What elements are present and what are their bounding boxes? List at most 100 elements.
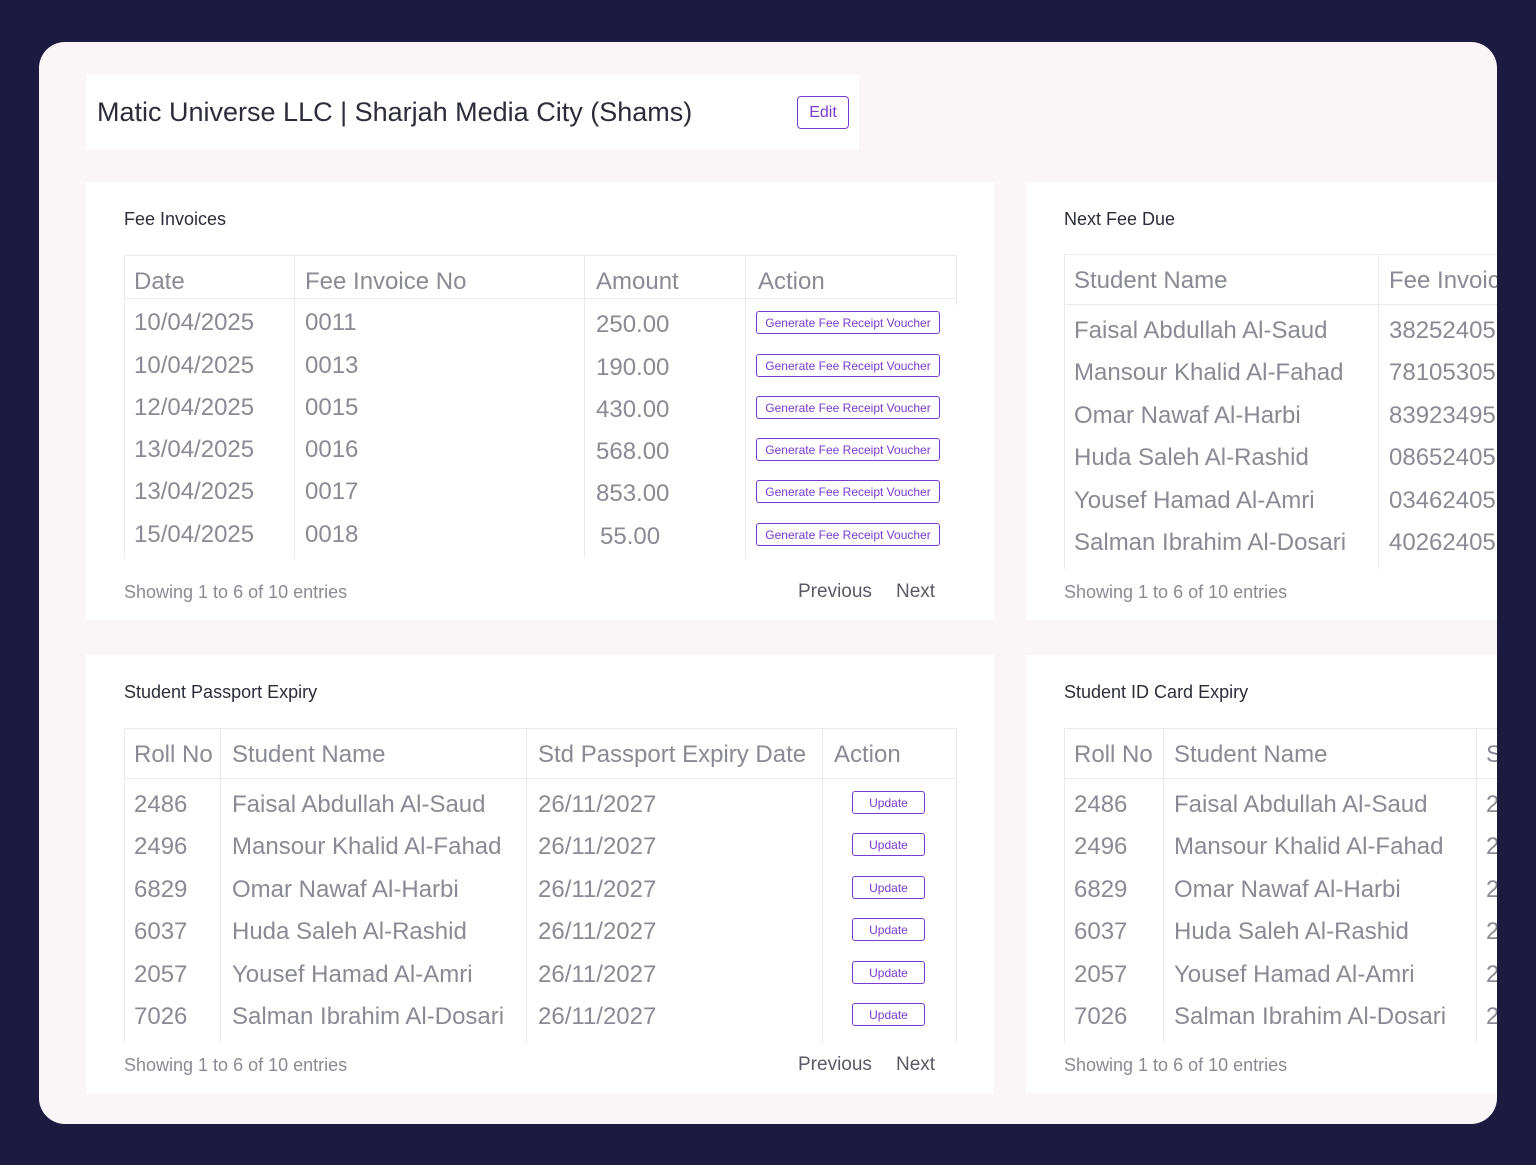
cell-expiry-date: 2 xyxy=(1486,961,1497,988)
update-button[interactable]: Update xyxy=(852,918,925,941)
cell-student-name: Faisal Abdullah Al-Saud xyxy=(232,791,486,818)
column-divider xyxy=(745,255,746,558)
generate-fee-receipt-voucher-button[interactable]: Generate Fee Receipt Voucher xyxy=(756,311,940,334)
cell-roll-no: 6829 xyxy=(134,876,188,903)
column-divider xyxy=(526,728,527,1043)
cell-student-name: Omar Nawaf Al-Harbi xyxy=(1174,876,1401,903)
fee-invoices-title: Fee Invoices xyxy=(124,209,227,229)
cell-roll-no: 2496 xyxy=(1074,833,1128,860)
column-divider xyxy=(294,255,295,558)
col-header-fee-invoice[interactable]: Fee Invoic xyxy=(1389,267,1497,294)
passport-expiry-footer: Showing 1 to 6 of 10 entries xyxy=(124,1055,348,1075)
cell-roll-no: 6037 xyxy=(134,918,188,945)
edit-button[interactable]: Edit xyxy=(797,96,849,129)
company-header: Matic Universe LLC | Sharjah Media City … xyxy=(86,75,859,150)
header-bottom-border xyxy=(1064,304,1497,305)
cell-student-name: Faisal Abdullah Al-Saud xyxy=(1174,791,1428,818)
table-left-border xyxy=(1064,728,1065,1043)
col-header-date[interactable]: Date xyxy=(134,268,185,295)
cell-roll-no: 2486 xyxy=(134,791,188,818)
cell-date: 12/04/2025 xyxy=(134,394,255,421)
company-title: Matic Universe LLC | Sharjah Media City … xyxy=(97,97,693,127)
cell-expiry-date: 2 xyxy=(1486,791,1497,818)
header-bottom-border xyxy=(124,778,956,779)
cell-amount: 55.00 xyxy=(600,523,661,550)
generate-fee-receipt-voucher-button[interactable]: Generate Fee Receipt Voucher xyxy=(756,523,940,546)
column-divider xyxy=(1163,728,1164,1043)
generate-fee-receipt-voucher-button[interactable]: Generate Fee Receipt Voucher xyxy=(756,354,940,377)
next-button[interactable]: Next xyxy=(896,581,936,602)
cell-roll-no: 7026 xyxy=(1074,1003,1128,1030)
table-left-border xyxy=(1064,254,1065,569)
cell-student-name: Salman Ibrahim Al-Dosari xyxy=(232,1003,505,1030)
col-header-roll-no[interactable]: Roll No xyxy=(1074,741,1153,768)
id-card-expiry-footer: Showing 1 to 6 of 10 entries xyxy=(1064,1055,1288,1075)
cell-student-name: Salman Ibrahim Al-Dosari xyxy=(1074,529,1347,556)
cell-expiry-date: 2 xyxy=(1486,833,1497,860)
cell-amount: 190.00 xyxy=(596,354,670,381)
cell-student-name: Yousef Hamad Al-Amri xyxy=(232,961,473,988)
cell-fee-invoice: 08652405 xyxy=(1389,444,1496,471)
update-button[interactable]: Update xyxy=(852,876,925,899)
cell-amount: 568.00 xyxy=(596,438,670,465)
table-left-border xyxy=(124,728,125,1043)
cell-amount: 250.00 xyxy=(596,311,670,338)
next-fee-due-title: Next Fee Due xyxy=(1064,209,1176,229)
col-header-student-name[interactable]: Student Name xyxy=(1074,267,1228,294)
update-button[interactable]: Update xyxy=(852,1003,925,1026)
cell-invoice-no: 0011 xyxy=(305,309,357,336)
cell-roll-no: 6829 xyxy=(1074,876,1128,903)
col-header-invoice-no[interactable]: Fee Invoice No xyxy=(305,268,467,295)
cell-student-name: Huda Saleh Al-Rashid xyxy=(1174,918,1409,945)
cell-expiry-date: 2 xyxy=(1486,876,1497,903)
col-header-action: Action xyxy=(758,268,825,295)
update-button[interactable]: Update xyxy=(852,833,925,856)
cell-fee-invoice: 83923495 xyxy=(1389,402,1496,429)
cell-student-name: Mansour Khalid Al-Fahad xyxy=(1074,359,1344,386)
cell-date: 10/04/2025 xyxy=(134,309,255,336)
col-header-expiry-date[interactable]: S xyxy=(1486,741,1497,768)
previous-button[interactable]: Previous xyxy=(798,581,872,602)
update-button[interactable]: Update xyxy=(852,791,925,814)
column-divider xyxy=(1378,254,1379,569)
cell-passport-expiry-date: 26/11/2027 xyxy=(538,876,657,903)
cell-fee-invoice: 38252405 xyxy=(1389,317,1496,344)
next-fee-due-card: Next Fee Due Student Name Fee Invoic Fai… xyxy=(1026,182,1497,620)
fee-invoices-card: Fee Invoices Date Fee Invoice No Amount … xyxy=(86,182,994,620)
update-button[interactable]: Update xyxy=(852,961,925,984)
cell-passport-expiry-date: 26/11/2027 xyxy=(538,833,657,860)
column-divider xyxy=(1476,728,1477,1043)
cell-student-name: Omar Nawaf Al-Harbi xyxy=(232,876,459,903)
cell-amount: 430.00 xyxy=(596,396,670,423)
col-header-action: Action xyxy=(834,741,901,768)
fee-invoices-footer: Showing 1 to 6 of 10 entries xyxy=(124,582,348,602)
previous-button[interactable]: Previous xyxy=(798,1054,872,1075)
generate-fee-receipt-voucher-button[interactable]: Generate Fee Receipt Voucher xyxy=(756,438,940,461)
cell-date: 13/04/2025 xyxy=(134,436,255,463)
cell-roll-no: 2057 xyxy=(134,961,188,988)
generate-fee-receipt-voucher-button[interactable]: Generate Fee Receipt Voucher xyxy=(756,480,940,503)
col-header-passport-expiry[interactable]: Std Passport Expiry Date xyxy=(538,741,807,768)
header-bottom-border xyxy=(1064,778,1497,779)
generate-fee-receipt-voucher-button[interactable]: Generate Fee Receipt Voucher xyxy=(756,396,940,419)
cell-passport-expiry-date: 26/11/2027 xyxy=(538,791,657,818)
col-header-roll-no[interactable]: Roll No xyxy=(134,741,213,768)
next-button[interactable]: Next xyxy=(896,1054,936,1075)
cell-roll-no: 2486 xyxy=(1074,791,1128,818)
col-header-student-name[interactable]: Student Name xyxy=(232,741,386,768)
cell-passport-expiry-date: 26/11/2027 xyxy=(538,1003,657,1030)
cell-invoice-no: 0016 xyxy=(305,436,359,463)
cell-date: 15/04/2025 xyxy=(134,521,255,548)
cell-invoice-no: 0013 xyxy=(305,352,359,379)
id-card-expiry-card: Student ID Card Expiry Roll No Student N… xyxy=(1026,655,1497,1093)
app-screen: Matic Universe LLC | Sharjah Media City … xyxy=(39,42,1497,1124)
header-top-border xyxy=(124,728,956,729)
table-left-border xyxy=(124,255,125,558)
table-right-border xyxy=(956,255,957,305)
cell-fee-invoice: 03462405 xyxy=(1389,487,1496,514)
cell-student-name: Omar Nawaf Al-Harbi xyxy=(1074,402,1301,429)
col-header-student-name[interactable]: Student Name xyxy=(1174,741,1328,768)
col-header-amount[interactable]: Amount xyxy=(596,268,679,295)
id-card-expiry-title: Student ID Card Expiry xyxy=(1064,682,1249,702)
